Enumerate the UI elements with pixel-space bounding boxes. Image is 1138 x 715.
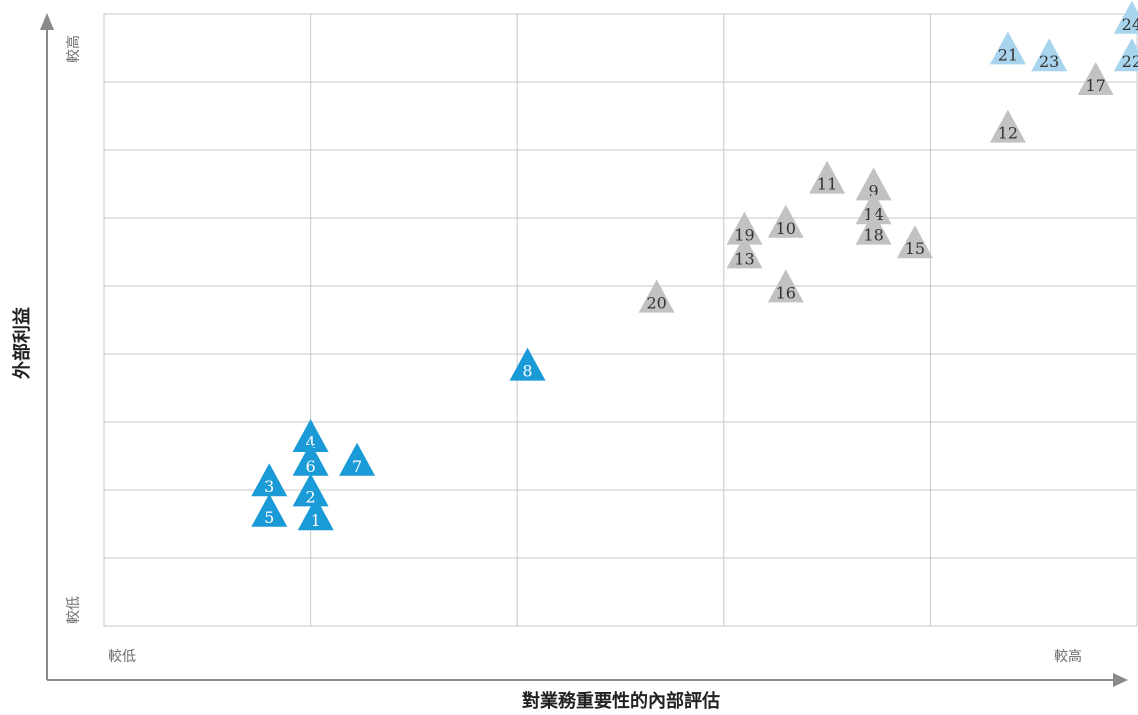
data-point-13: 13: [726, 235, 763, 269]
triangle-marker-icon: [251, 493, 288, 527]
data-point-label: 12: [998, 124, 1018, 143]
triangle-marker-icon: [896, 225, 933, 259]
data-point-21: 21: [989, 31, 1026, 65]
data-point-label: 10: [776, 219, 796, 238]
data-point-label: 3: [264, 477, 274, 496]
data-point-label: 19: [734, 226, 754, 245]
triangle-marker-icon: [292, 473, 329, 507]
y-axis-arrow-icon: [40, 13, 54, 30]
data-point-label: 22: [1122, 52, 1138, 71]
data-point-2: 2: [292, 473, 329, 507]
y-high-label: 較高: [65, 35, 82, 63]
data-point-6: 6: [292, 442, 329, 476]
data-point-17: 17: [1077, 62, 1114, 95]
data-point-15: 15: [896, 225, 933, 259]
y-low-label: 較低: [66, 596, 82, 624]
data-point-11: 11: [809, 160, 846, 194]
x-high-label: 較高: [1054, 648, 1082, 665]
triangle-marker-icon: [767, 269, 804, 303]
data-point-7: 7: [339, 442, 376, 476]
data-point-label: 5: [264, 508, 274, 527]
triangle-marker-icon: [339, 442, 376, 476]
data-point-20: 20: [638, 279, 675, 313]
data-point-22: 22: [1113, 38, 1138, 72]
data-point-18: 18: [855, 211, 892, 245]
data-point-label: 17: [1086, 76, 1106, 95]
data-point-9: 9: [855, 167, 892, 201]
data-point-10: 10: [767, 204, 804, 238]
x-axis-arrow-icon: [1113, 673, 1128, 687]
triangle-marker-icon: [855, 167, 892, 201]
triangle-marker-icon: [292, 419, 329, 452]
data-point-16: 16: [767, 269, 804, 303]
triangle-marker-icon: [292, 442, 329, 476]
grid: [104, 14, 1137, 626]
data-point-12: 12: [989, 109, 1026, 143]
data-point-label: 7: [352, 457, 362, 476]
data-point-24: 24: [1113, 0, 1138, 34]
x-low-label: 較低: [108, 649, 136, 665]
triangle-marker-icon: [509, 347, 546, 381]
data-point-label: 2: [306, 487, 316, 506]
data-point-label: 8: [522, 362, 532, 381]
data-point-label: 9: [868, 181, 878, 200]
data-point-label: 23: [1039, 52, 1059, 71]
data-point-label: 18: [863, 226, 883, 245]
plot-frame: [103, 13, 1138, 627]
data-point-1: 1: [297, 497, 334, 531]
data-point-23: 23: [1031, 38, 1068, 72]
points-layer: 123456789101112131415161718192021222324: [251, 0, 1138, 531]
triangle-marker-icon: [809, 160, 846, 194]
triangle-marker-icon: [1077, 62, 1114, 95]
triangle-marker-icon: [251, 463, 288, 497]
data-point-4: 4: [292, 419, 329, 452]
data-point-5: 5: [251, 493, 288, 527]
data-point-label: 21: [998, 45, 1018, 64]
triangle-marker-icon: [1031, 38, 1068, 72]
triangle-marker-icon: [638, 279, 675, 313]
triangle-marker-icon: [726, 211, 763, 245]
data-point-3: 3: [251, 463, 288, 497]
data-point-label: 4: [306, 433, 316, 452]
triangle-marker-icon: [297, 497, 334, 531]
data-point-19: 19: [726, 211, 763, 245]
data-point-label: 13: [734, 249, 754, 268]
triangle-marker-icon: [726, 235, 763, 269]
data-point-label: 6: [306, 457, 316, 476]
data-point-label: 16: [776, 283, 796, 302]
data-point-label: 1: [311, 511, 321, 530]
x-axis-title: 對業務重要性的內部評估: [522, 690, 720, 712]
data-point-label: 15: [905, 239, 925, 258]
data-point-label: 20: [646, 294, 666, 313]
triangle-marker-icon: [855, 191, 892, 225]
y-axis-title: 外部利益: [11, 307, 33, 379]
triangle-marker-icon: [855, 211, 892, 245]
triangle-marker-icon: [767, 204, 804, 238]
data-point-8: 8: [509, 347, 546, 381]
data-point-label: 11: [817, 175, 837, 194]
triangle-marker-icon: [1113, 38, 1138, 72]
triangle-marker-icon: [989, 109, 1026, 143]
triangle-marker-icon: [989, 31, 1026, 65]
triangle-marker-icon: [1113, 0, 1138, 34]
data-point-label: 24: [1122, 15, 1138, 34]
